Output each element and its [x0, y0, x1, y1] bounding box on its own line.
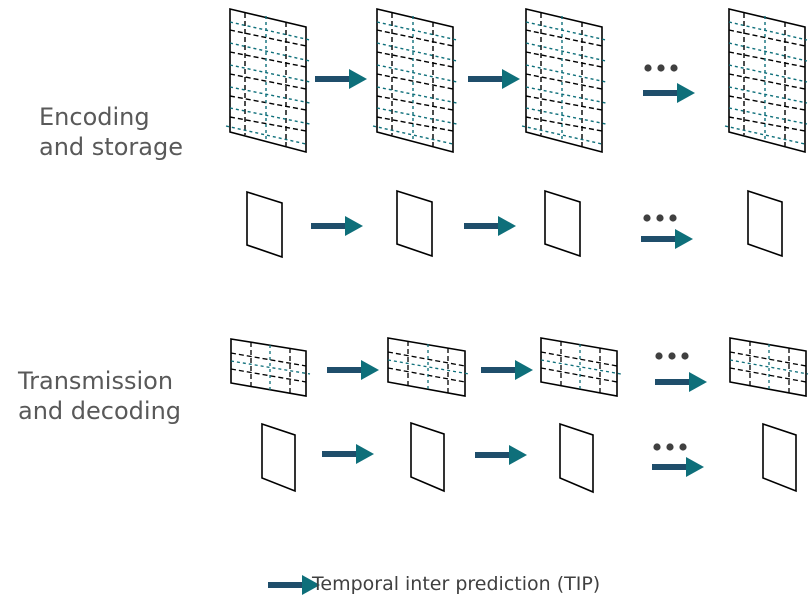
tip-arrow — [327, 360, 379, 380]
plain-frame — [559, 422, 594, 494]
gridded-frame — [521, 7, 607, 154]
gridded-frame — [225, 7, 311, 154]
row2-ellipsis — [643, 214, 677, 222]
row2-arrows — [311, 216, 693, 249]
tip-arrow — [652, 457, 704, 477]
tip-arrow — [655, 372, 707, 392]
tip-arrow — [315, 69, 367, 89]
row4-ellipsis — [653, 443, 687, 451]
tip-arrow — [475, 445, 527, 465]
tip-arrow — [322, 444, 374, 464]
gridded-frame — [724, 7, 808, 154]
gridded-frame-wide — [230, 338, 311, 397]
gridded-frame-wide — [387, 337, 470, 397]
row3-ellipsis — [655, 352, 689, 360]
gridded-frame-wide — [729, 337, 809, 397]
plain-frame — [544, 189, 581, 258]
plain-frame — [762, 422, 797, 493]
legend-label: Temporal inter prediction (TIP) — [312, 573, 601, 595]
gridded-frame — [372, 7, 458, 154]
row2-frames — [246, 189, 783, 259]
tip-arrow — [468, 69, 520, 89]
plain-frame — [261, 422, 296, 493]
tip-arrow — [641, 229, 693, 249]
tip-arrow — [481, 360, 533, 380]
transmission-label-line1: Transmission — [18, 367, 174, 395]
plain-frame — [410, 421, 445, 493]
row1-frames — [225, 7, 808, 154]
row4-arrows — [322, 444, 704, 477]
tip-arrow — [643, 83, 695, 103]
tip-arrow — [464, 216, 516, 236]
tip-arrow — [311, 216, 363, 236]
encoding-storage-label: Encoding and storage — [39, 102, 183, 162]
plain-frame — [246, 190, 283, 259]
row1-arrows — [315, 69, 695, 103]
plain-frame — [747, 189, 783, 258]
plain-frame — [396, 189, 433, 258]
transmission-decoding-label: Transmission and decoding — [18, 366, 181, 426]
row3-arrows — [327, 360, 707, 392]
row3-frames — [230, 337, 809, 397]
gridded-frame-wide — [540, 337, 622, 397]
encoding-label-line1: Encoding — [39, 103, 150, 131]
encoding-label-line2: and storage — [39, 133, 183, 161]
row4-frames — [261, 421, 797, 494]
row1-ellipsis — [644, 64, 678, 72]
transmission-label-line2: and decoding — [18, 397, 182, 425]
